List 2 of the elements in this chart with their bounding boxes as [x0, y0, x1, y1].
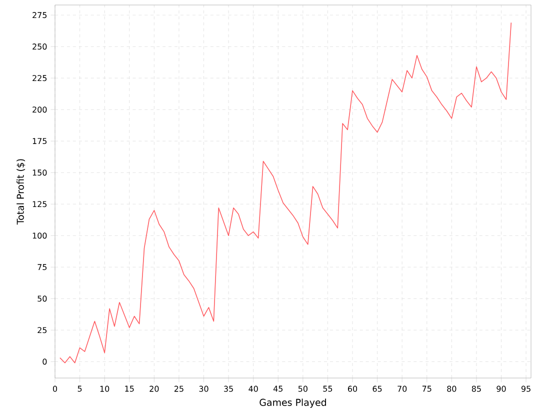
- y-axis-title: Total Profit ($): [16, 159, 26, 225]
- x-axis-title: Games Played: [260, 398, 326, 408]
